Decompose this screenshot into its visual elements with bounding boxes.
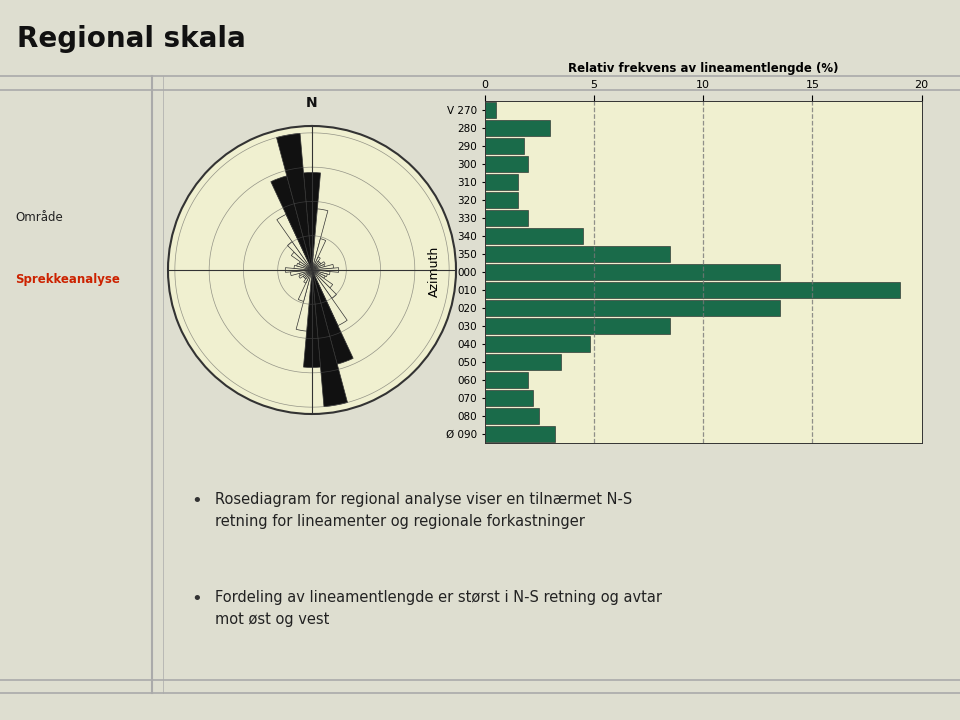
Bar (287, 242, 312, 270)
Text: Fordeling av lineamentlengde er størst i N-S retning og avtar
mot øst og vest: Fordeling av lineamentlengde er størst i… (215, 590, 662, 627)
Bar (296, 270, 312, 331)
Bar (485, 210, 528, 225)
Text: Område: Område (15, 212, 63, 225)
Bar (312, 261, 320, 270)
Bar (297, 264, 312, 270)
Bar (303, 270, 312, 278)
Bar (485, 282, 900, 298)
Bar (312, 257, 321, 270)
Bar (312, 270, 353, 364)
Text: •: • (191, 590, 202, 608)
Bar (312, 270, 337, 298)
Bar (312, 261, 325, 270)
Bar (312, 270, 333, 288)
Bar (299, 261, 312, 270)
Text: •: • (191, 492, 202, 510)
Bar (276, 215, 312, 270)
Bar (291, 252, 312, 270)
Bar (485, 174, 517, 189)
Bar (485, 390, 533, 406)
Bar (312, 270, 330, 274)
Bar (485, 336, 589, 352)
Bar (312, 238, 325, 270)
Y-axis label: Azimuth: Azimuth (427, 246, 441, 297)
Bar (294, 266, 312, 270)
Bar (485, 354, 562, 370)
Bar (299, 270, 312, 302)
Bar (485, 102, 495, 117)
Bar (485, 228, 583, 243)
Bar (485, 318, 670, 334)
Bar (304, 270, 312, 279)
Bar (299, 270, 312, 279)
Bar (485, 138, 524, 154)
Bar (312, 264, 324, 270)
Bar (485, 426, 555, 442)
Bar (312, 270, 348, 325)
Bar (485, 192, 517, 207)
Text: Sprekkeanalyse: Sprekkeanalyse (15, 273, 120, 286)
Bar (303, 270, 312, 283)
Text: N: N (306, 96, 318, 109)
Bar (312, 270, 348, 407)
Bar (312, 268, 339, 272)
Title: Relativ frekvens av lineamentlengde (%): Relativ frekvens av lineamentlengde (%) (568, 62, 838, 75)
Bar (300, 270, 312, 276)
Bar (312, 270, 327, 276)
Bar (312, 264, 333, 270)
Bar (285, 268, 312, 272)
Bar (485, 246, 670, 261)
Bar (303, 173, 321, 270)
Bar (485, 156, 528, 172)
Bar (303, 270, 321, 367)
Bar (291, 270, 312, 276)
Bar (485, 120, 550, 135)
Bar (485, 372, 528, 387)
Text: Rosediagram for regional analyse viser en tilnærmet N-S
retning for lineamenter : Rosediagram for regional analyse viser e… (215, 492, 633, 529)
Bar (485, 408, 540, 423)
Bar (271, 176, 312, 270)
Text: Regional skala: Regional skala (17, 25, 246, 53)
Bar (312, 262, 321, 270)
Bar (276, 133, 312, 270)
Bar (312, 209, 328, 270)
Bar (312, 270, 325, 279)
Bar (485, 264, 780, 279)
Bar (485, 300, 780, 315)
